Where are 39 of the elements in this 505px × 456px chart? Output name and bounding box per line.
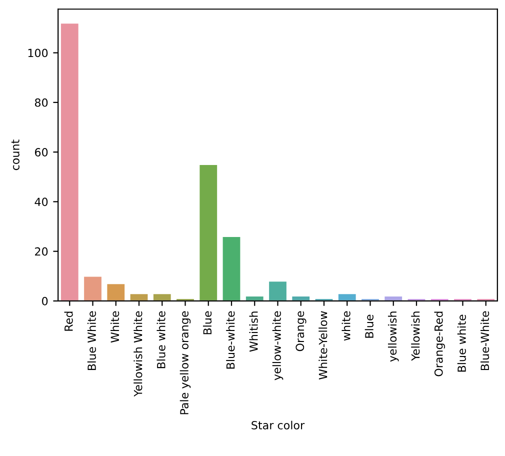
x-axis-title: Star color: [252, 420, 305, 430]
x-tick-label: Blue: [364, 314, 374, 338]
x-tick-label: Blue: [203, 311, 212, 334]
x-tick-label: Blue-White: [480, 311, 490, 370]
x-tick-label: Orange-Red: [434, 312, 445, 376]
bar: [222, 236, 242, 301]
y-tick-label: 40: [34, 198, 48, 206]
bar: [106, 283, 126, 301]
bar: [198, 164, 218, 301]
y-tick-label: 60: [34, 148, 48, 156]
bar: [60, 22, 80, 301]
x-tick-label: Yellowish White: [134, 311, 142, 397]
y-tick-label: 0: [42, 296, 48, 306]
x-tick-label: White: [110, 311, 120, 343]
x-tick-label: yellow-white: [272, 311, 284, 380]
x-tick-label: Pale yellow orange: [180, 311, 191, 414]
bar: [384, 295, 404, 301]
y-tick-label: 80: [34, 98, 48, 107]
x-tick-label: Blue white: [156, 311, 166, 368]
bar: [82, 276, 103, 301]
y-axis-title: count: [11, 140, 20, 170]
bar: [152, 292, 172, 301]
x-tick-label: Whitish: [249, 312, 258, 352]
bar: [268, 280, 288, 301]
bar: [291, 295, 311, 301]
x-tick-label: Orange: [296, 311, 306, 352]
x-tick-label: White-Yellow: [318, 311, 328, 380]
y-tick-label: 100: [28, 48, 48, 58]
x-tick-label: Blue-white: [226, 311, 235, 369]
x-tick-label: Blue White: [87, 311, 96, 370]
bar: [337, 292, 357, 301]
y-tick-label: 20: [35, 247, 48, 256]
x-tick-label: white: [342, 311, 350, 341]
x-tick-label: yellowish: [388, 312, 399, 362]
x-tick-label: Red: [64, 312, 73, 331]
x-tick-label: Blue white: [457, 314, 466, 372]
bar: [244, 295, 264, 301]
bar: [129, 292, 149, 301]
x-tick-label: Yellowish: [411, 312, 420, 361]
